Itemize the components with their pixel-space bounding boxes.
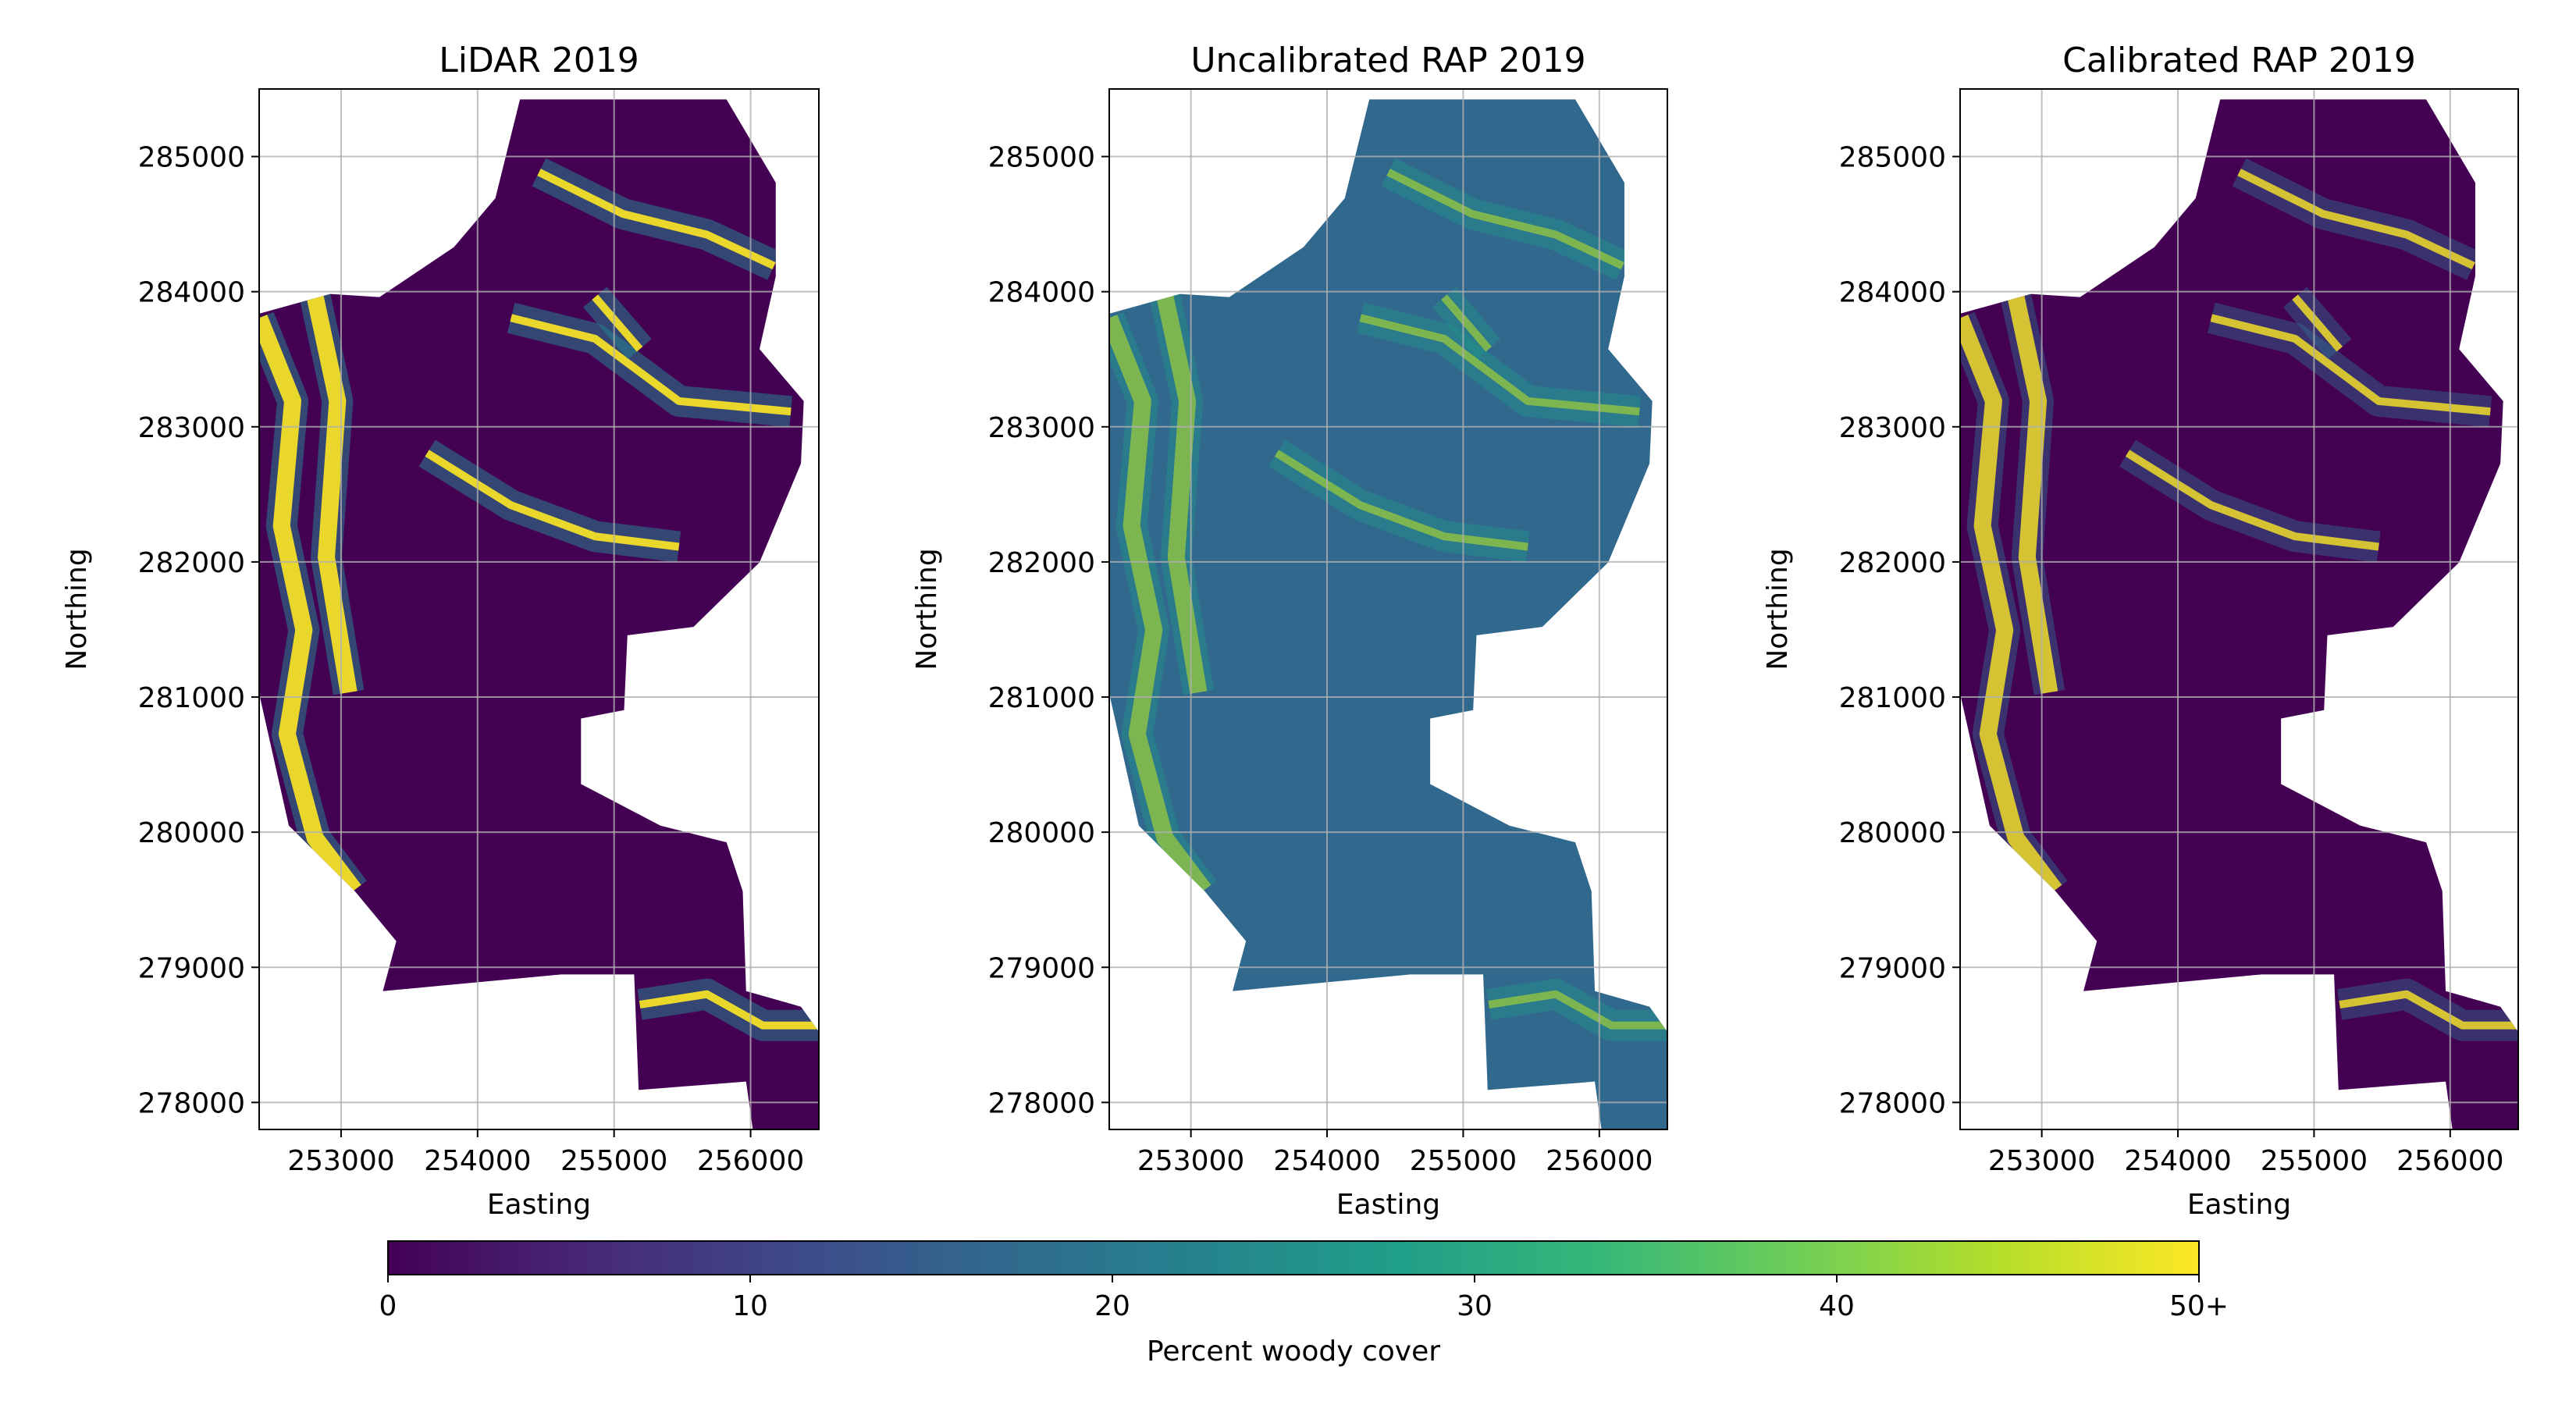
x-tick-label: 253000 <box>1988 1145 2095 1177</box>
y-tick-label: 283000 <box>1839 412 1946 444</box>
raster-streak <box>1386 169 1624 270</box>
colorbar-tick-label: 0 <box>379 1290 397 1322</box>
y-axis-label: Northing <box>911 548 943 670</box>
y-tick-label: 283000 <box>138 412 245 444</box>
chart-title: LiDAR 2019 <box>439 41 639 80</box>
x-tick-label: 253000 <box>287 1145 394 1177</box>
colorbar-tick-label: 40 <box>1819 1290 1855 1322</box>
raster-streak <box>1488 990 1667 1030</box>
y-tick-label: 284000 <box>988 277 1095 309</box>
y-axis-label: Northing <box>1762 548 1794 670</box>
x-tick-label: 255000 <box>2261 1145 2368 1177</box>
y-tick-label: 280000 <box>138 817 245 849</box>
y-tick-label: 284000 <box>1839 277 1946 309</box>
raster-streak <box>1359 314 1640 416</box>
raster-region <box>259 99 819 1130</box>
y-tick-label: 278000 <box>138 1087 245 1119</box>
colorbar-tick-label: 20 <box>1094 1290 1130 1322</box>
raster-streak <box>1274 450 1528 551</box>
x-tick-label: 256000 <box>1546 1145 1653 1177</box>
raster-streak <box>2339 990 2518 1030</box>
axes-frame <box>258 88 820 1130</box>
axes-frame <box>1108 88 1668 1130</box>
y-tick-label: 282000 <box>1839 547 1946 579</box>
x-tick-label: 254000 <box>424 1145 531 1177</box>
y-tick-label: 279000 <box>988 952 1095 984</box>
colorbar <box>387 1240 2200 1275</box>
y-tick-label: 279000 <box>1839 952 1946 984</box>
raster-region <box>1109 99 1667 1130</box>
y-tick-label: 285000 <box>988 142 1095 174</box>
map-panel <box>259 99 819 1130</box>
y-tick-label: 280000 <box>988 817 1095 849</box>
x-tick-label: 254000 <box>1273 1145 1380 1177</box>
y-tick-label: 279000 <box>138 952 245 984</box>
y-tick-label: 280000 <box>1839 817 1946 849</box>
y-tick-label: 281000 <box>988 682 1095 714</box>
chart-title: Uncalibrated RAP 2019 <box>1190 41 1585 80</box>
y-tick-label: 284000 <box>138 277 245 309</box>
colorbar-tick-label: 30 <box>1457 1290 1493 1322</box>
raster-streak <box>2237 169 2475 270</box>
axes-frame <box>1959 88 2519 1130</box>
raster-streak <box>510 314 792 416</box>
raster-streak <box>1109 315 1212 896</box>
map-panel <box>1109 99 1667 1130</box>
raster-streak <box>2007 295 2058 694</box>
y-tick-label: 281000 <box>1839 682 1946 714</box>
raster-detail <box>1109 158 1667 1041</box>
x-tick-label: 255000 <box>1410 1145 1517 1177</box>
raster-detail <box>259 158 819 1041</box>
y-axis-label: Northing <box>61 548 93 670</box>
y-tick-label: 281000 <box>138 682 245 714</box>
colorbar-label: Percent woody cover <box>1147 1336 1440 1368</box>
raster-streak <box>639 990 819 1030</box>
x-tick-label: 254000 <box>2124 1145 2231 1177</box>
y-tick-label: 278000 <box>1839 1087 1946 1119</box>
raster-streak <box>2210 314 2491 416</box>
map-panel <box>1960 99 2518 1130</box>
y-tick-label: 285000 <box>1839 142 1946 174</box>
raster-streak <box>2292 294 2343 352</box>
raster-streak <box>306 295 358 694</box>
x-axis-label: Easting <box>2187 1189 2291 1221</box>
raster-streak <box>1441 294 1492 352</box>
chart-title: Calibrated RAP 2019 <box>2062 41 2416 80</box>
x-tick-label: 253000 <box>1137 1145 1244 1177</box>
raster-streak <box>1156 295 1208 694</box>
raster-detail <box>1960 158 2518 1041</box>
colorbar-tick-label: 50+ <box>2169 1290 2229 1322</box>
raster-streak <box>592 294 643 352</box>
raster-streak <box>425 450 680 551</box>
y-tick-label: 282000 <box>138 547 245 579</box>
raster-streak <box>2125 450 2379 551</box>
y-tick-label: 282000 <box>988 547 1095 579</box>
colorbar-tick-label: 10 <box>732 1290 768 1322</box>
y-tick-label: 285000 <box>138 142 245 174</box>
raster-streak <box>1960 315 2062 896</box>
raster-streak <box>537 169 776 270</box>
y-tick-label: 283000 <box>988 412 1095 444</box>
x-axis-label: Easting <box>487 1189 591 1221</box>
y-tick-label: 278000 <box>988 1087 1095 1119</box>
x-tick-label: 255000 <box>560 1145 667 1177</box>
raster-region <box>1960 99 2518 1130</box>
x-tick-label: 256000 <box>697 1145 804 1177</box>
x-tick-label: 256000 <box>2396 1145 2503 1177</box>
raster-streak <box>259 315 361 896</box>
x-axis-label: Easting <box>1336 1189 1440 1221</box>
